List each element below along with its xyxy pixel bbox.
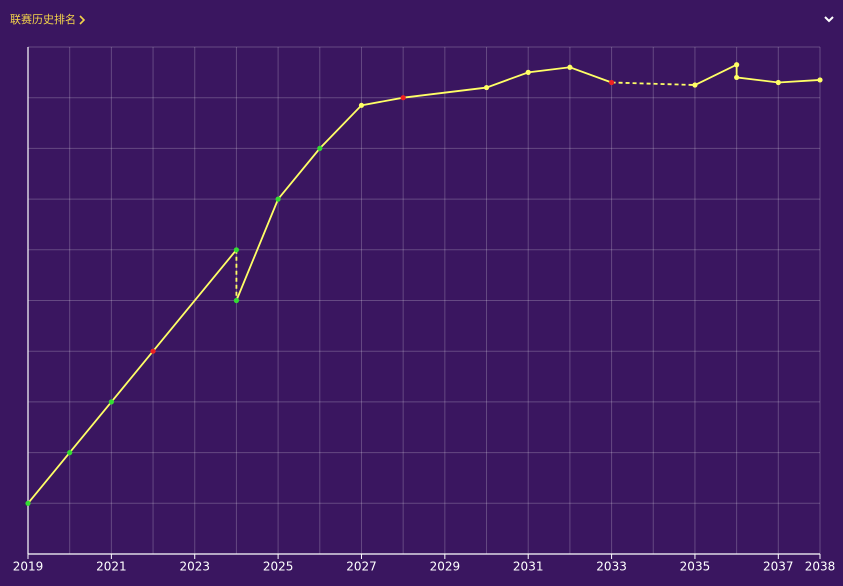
x-tick-label: 2023 [179, 560, 210, 574]
point [233, 297, 240, 304]
x-tick-label: 2038 [805, 560, 836, 574]
x-tick-label: 2037 [763, 560, 794, 574]
point [358, 102, 365, 108]
point [108, 399, 114, 405]
point [775, 79, 781, 86]
point [567, 64, 573, 70]
x-tick-label: 2031 [513, 560, 544, 574]
point [817, 77, 823, 83]
point [525, 69, 531, 75]
point [25, 500, 31, 506]
point [608, 79, 615, 86]
point [317, 145, 323, 151]
point [734, 62, 740, 68]
point [734, 74, 740, 81]
chart-title[interactable]: 联赛历史排名 [10, 12, 76, 26]
x-tick-label: 2021 [96, 560, 127, 574]
x-tick-label: 2035 [680, 560, 711, 574]
point [483, 84, 490, 91]
point [275, 196, 281, 202]
x-tick-label: 2029 [430, 560, 461, 574]
point [692, 82, 698, 88]
x-tick-label: 2033 [596, 560, 627, 574]
collapse-chevron[interactable] [824, 16, 834, 23]
point [400, 95, 406, 101]
point [67, 450, 73, 456]
point [233, 247, 240, 253]
point [150, 348, 156, 354]
x-tick-label: 2019 [13, 560, 44, 574]
title-arrow [79, 15, 86, 25]
x-tick-label: 2025 [263, 560, 294, 574]
x-tick-label: 2027 [346, 560, 377, 574]
